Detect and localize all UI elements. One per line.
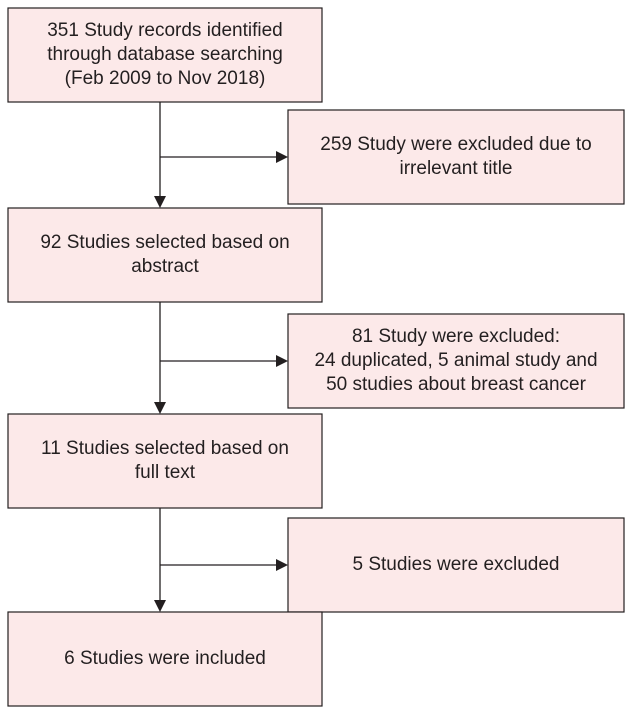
box-text: (Feb 2009 to Nov 2018) bbox=[65, 68, 266, 89]
box-text: 24 duplicated, 5 animal study and bbox=[314, 350, 597, 371]
box bbox=[287, 313, 625, 409]
box bbox=[7, 207, 323, 303]
box-text: 50 studies about breast cancer bbox=[326, 374, 587, 395]
box-text: 11 Studies selected based on bbox=[41, 438, 289, 459]
box-text: 92 Studies selected based on bbox=[40, 232, 289, 253]
box-text: 6 Studies were included bbox=[64, 648, 266, 669]
box-text: 259 Study were excluded due to bbox=[320, 134, 591, 155]
box bbox=[287, 109, 625, 205]
box-text: 81 Study were excluded: bbox=[352, 326, 560, 347]
box-text: through database searching bbox=[47, 44, 283, 65]
connectors bbox=[154, 102, 288, 612]
box-text: irrelevant title bbox=[400, 158, 513, 179]
box bbox=[287, 517, 625, 613]
box bbox=[7, 7, 323, 103]
box-text: 351 Study records identified bbox=[47, 20, 283, 41]
box bbox=[7, 413, 323, 509]
box-text: 5 Studies were excluded bbox=[352, 554, 559, 575]
box bbox=[7, 611, 323, 707]
labels: 351 Study records identified through data… bbox=[40, 20, 597, 669]
box-text: full text bbox=[135, 462, 196, 483]
box-text: abstract bbox=[131, 256, 199, 277]
